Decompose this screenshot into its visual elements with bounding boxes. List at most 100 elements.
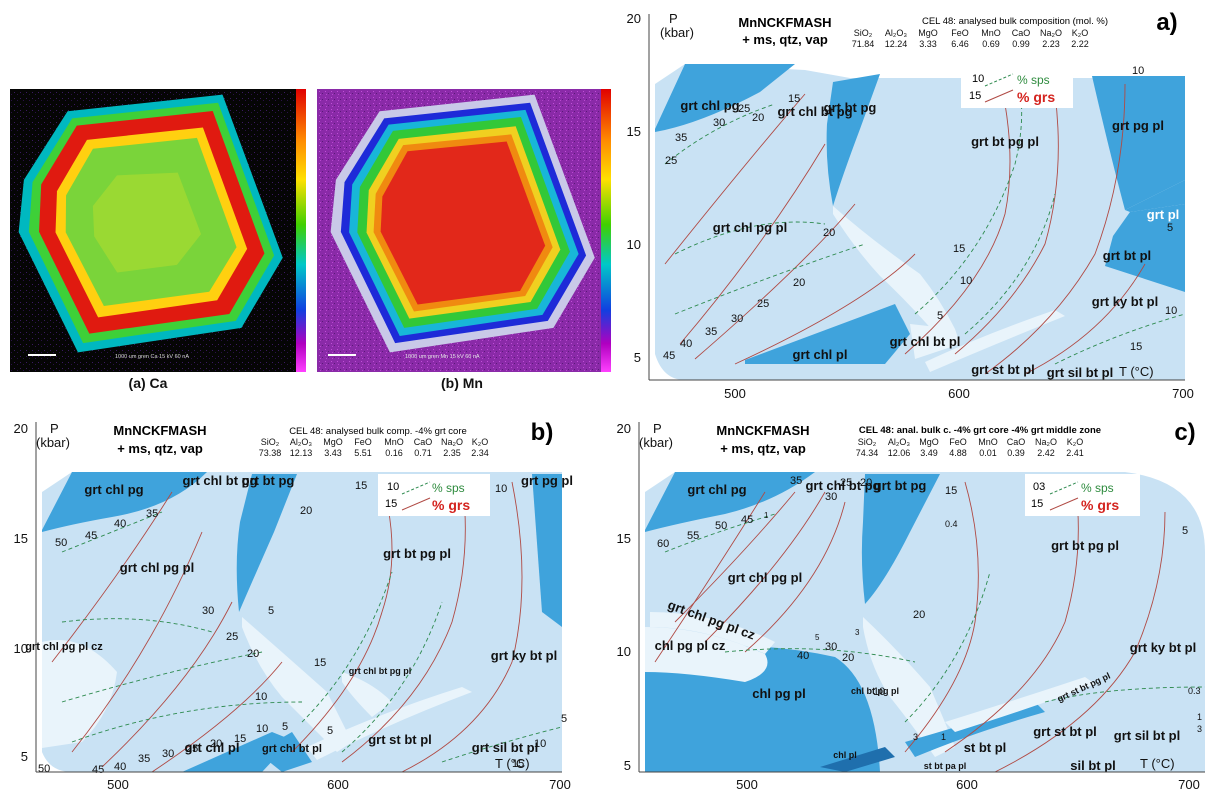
oxide-value: 6.46 xyxy=(951,39,969,49)
isopleth-label: 20 xyxy=(300,505,312,517)
field-label: grt st bt pl xyxy=(971,362,1035,377)
field-label: grt bt pg xyxy=(242,473,295,488)
isopleth-label: 15 xyxy=(234,733,246,745)
oxide: CaO xyxy=(1012,28,1031,38)
field-label: st bt pl xyxy=(964,740,1007,755)
isopleth-label: 25 xyxy=(738,103,750,115)
isopleth-label: 3 xyxy=(1197,724,1202,734)
field-label: chl pl xyxy=(833,750,857,760)
oxide: FeO xyxy=(354,437,372,447)
field-a-grt-pl xyxy=(1125,180,1185,212)
isopleth-label: 15 xyxy=(788,93,800,105)
isopleth-label: 40 xyxy=(114,761,126,773)
y-tick: 15 xyxy=(617,531,631,546)
field-label: grt bt pg pl xyxy=(1051,538,1119,553)
oxide-value: 12.06 xyxy=(888,448,911,458)
isopleth-label: 15 xyxy=(314,657,326,669)
field-label: grt st bt pl xyxy=(1033,724,1097,739)
oxide: Al₂O₃ xyxy=(888,437,910,447)
field-a-grt-chl-bt-pl xyxy=(910,324,960,359)
oxide-value: 12.24 xyxy=(885,39,908,49)
oxide: K₂O xyxy=(472,437,489,447)
field-a-grt-bt-pl xyxy=(1105,204,1185,292)
isopleth-label: 20 xyxy=(793,277,805,289)
isopleth-label: 45 xyxy=(92,764,104,776)
oxide: Al₂O₃ xyxy=(290,437,312,447)
axes-c: 20 15 10 5 500 600 700 P (kbar) T (°C) xyxy=(617,421,1200,792)
oxide: SiO₂ xyxy=(854,28,873,38)
field-label: grt chl pl xyxy=(793,347,848,362)
field-b-grt-st-bt-pl xyxy=(307,687,472,760)
oxide-value: 71.84 xyxy=(852,39,875,49)
axes-a: 20 15 10 5 500 600 700 P (kbar) T (°C) xyxy=(627,11,1194,401)
panel-subtitle: + ms, qtz, vap xyxy=(720,441,806,456)
oxide: Na₂O xyxy=(1040,28,1062,38)
y-axis-label: P xyxy=(50,421,59,436)
composition-title: CEL 48: anal. bulk c. -4% grt core -4% g… xyxy=(859,425,1101,436)
isopleth-label: 5 xyxy=(561,713,567,725)
isopleth-label: 3 xyxy=(913,732,918,742)
y-tick: 10 xyxy=(617,644,631,659)
isopleth-label: 10 xyxy=(255,691,267,703)
isopleth-label: 35 xyxy=(138,753,150,765)
axes-b: 20 15 10 5 500 600 700 P (kbar) T (°C) xyxy=(14,421,571,792)
field-b-pale xyxy=(242,617,352,752)
isopleth-label: 10 xyxy=(1165,305,1177,317)
field-c-grt-bt-pg xyxy=(861,474,940,604)
isopleth-label: 30 xyxy=(162,748,174,760)
panel-c: grt chl pg grt chl bt pg grt bt pg grt b… xyxy=(617,419,1206,792)
y-tick: 20 xyxy=(627,11,641,26)
y-tick: 15 xyxy=(14,531,28,546)
field-label: grt chl pg pl xyxy=(728,570,802,585)
isopleth-label: 20 xyxy=(210,738,222,750)
isopleth-label: 50 xyxy=(715,520,727,532)
y-tick: 5 xyxy=(21,749,28,764)
field-label: grt ky bt pl xyxy=(1130,640,1196,655)
oxide: FeO xyxy=(949,437,967,447)
field-label: grt pg pl xyxy=(1112,118,1164,133)
oxide: CaO xyxy=(414,437,433,447)
oxide-value: 0.01 xyxy=(979,448,997,458)
map-ca: 1000 um gren Ca 15 kV 60 nA (a) Ca xyxy=(10,89,306,391)
isopleth-label: 10 xyxy=(534,738,546,750)
field-label: grt sil bt pl xyxy=(1047,365,1113,380)
isopleth-label: 3 xyxy=(855,628,860,637)
field-a-main xyxy=(655,64,1185,380)
legend-a: 10 15 % sps % grs xyxy=(961,66,1073,108)
isopleth-label: 30 xyxy=(202,605,214,617)
oxides-a: SiO₂ Al₂O₃ MgO FeO MnO CaO Na₂O K₂O 71.8… xyxy=(852,28,1089,49)
field-a-grt-chl-pl xyxy=(745,304,910,364)
oxide-value: 2.22 xyxy=(1071,39,1089,49)
isopleth-label: 15 xyxy=(355,480,367,492)
isopleth-label: 30 xyxy=(731,313,743,325)
field-label: grt chl pg xyxy=(680,98,739,113)
field-label: grt st bt pl xyxy=(368,732,432,747)
legend-sps-value: 03 xyxy=(1033,481,1045,493)
oxide-value: 4.88 xyxy=(949,448,967,458)
field-label: grt sil bt pl xyxy=(1114,728,1180,743)
field-a-grt-st-bt-pl xyxy=(925,310,1065,372)
oxide: MnO xyxy=(981,28,1001,38)
oxide-value: 73.38 xyxy=(259,448,282,458)
legend-grs-value: 15 xyxy=(1031,498,1043,510)
field-label: chl pg pl cz xyxy=(655,638,726,653)
isopleth-label: 30 xyxy=(825,491,837,503)
oxide-value: 2.34 xyxy=(471,448,489,458)
isopleth-label: 5 xyxy=(268,605,274,617)
legend-grs-label: % grs xyxy=(1017,89,1055,105)
isopleth-label: 20 xyxy=(823,227,835,239)
field-b-grt-chl-bt-pg-pl xyxy=(342,672,392,717)
oxide: MnO xyxy=(978,437,998,447)
isopleth-label: 25 xyxy=(757,298,769,310)
legend-c: 03 15 % sps % grs xyxy=(1025,474,1140,516)
x-tick: 500 xyxy=(724,386,746,401)
legend-grs-value: 15 xyxy=(969,90,981,102)
isopleth-label: 5 xyxy=(1182,525,1188,537)
field-a-grt-pg-pl xyxy=(1092,76,1185,210)
isopleth-label: 15 xyxy=(945,485,957,497)
isopleth-label: 40 xyxy=(114,518,126,530)
field-b-grt-bt-pg xyxy=(236,474,297,612)
oxide-value: 2.41 xyxy=(1066,448,1084,458)
field-c-grt-st-bt-pl xyxy=(945,677,1095,732)
